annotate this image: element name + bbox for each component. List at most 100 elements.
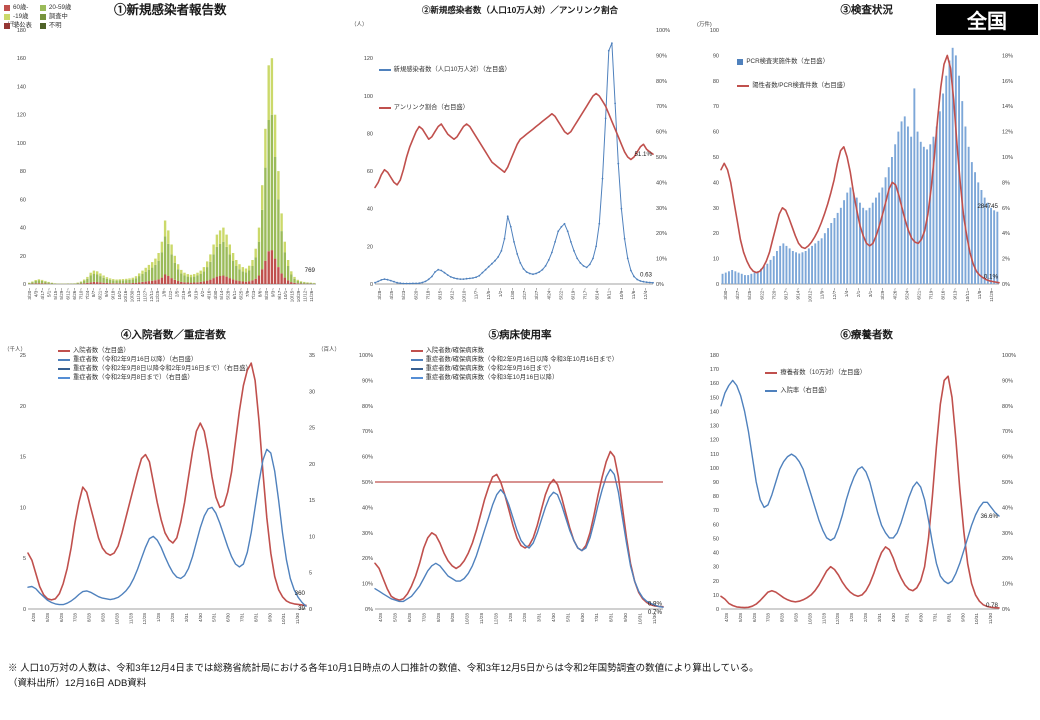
new-cases-per-100k-marker xyxy=(582,265,585,267)
pcr-tests-bar xyxy=(881,187,884,284)
legend-item: 非公表 xyxy=(4,22,32,30)
stacked-bar-segment xyxy=(280,213,283,231)
stacked-bar-segment xyxy=(44,280,47,282)
pcr-tests-bar xyxy=(958,75,961,284)
y-right-tick: 100% xyxy=(656,28,670,34)
y-right-tick: 6% xyxy=(1002,206,1010,212)
pcr-tests-bar xyxy=(878,192,881,284)
new-cases-per-100k-marker xyxy=(632,275,635,278)
x-tick: 3/31 xyxy=(877,613,882,622)
stacked-bar-segment xyxy=(163,220,167,237)
new-cases-per-100k-marker xyxy=(506,215,509,218)
new-cases-per-100k-marker xyxy=(440,269,442,272)
y-right-tick: 18% xyxy=(1002,53,1013,59)
pcr-tests-bar xyxy=(897,131,900,284)
x-tick: 8/28 xyxy=(435,613,440,622)
new-cases-per-100k-marker xyxy=(386,278,389,281)
chart5-canvas: 0% 10% 20% 30% 40% 50% 60% 70% 80% 90% 100% 4/28 5/2… xyxy=(359,353,664,625)
stacked-bar-segment xyxy=(212,278,215,284)
stacked-bar-segment xyxy=(112,283,115,284)
stacked-bar-segment xyxy=(238,281,241,284)
new-cases-per-100k-marker xyxy=(645,281,648,284)
y-left-tick: 50% xyxy=(362,480,373,486)
bed-usage-severe-line xyxy=(373,468,664,608)
stacked-bar-segment xyxy=(225,247,228,277)
legend-label: 不明 xyxy=(48,21,62,29)
stacked-bar-segment xyxy=(86,278,89,283)
pcr-tests-bar xyxy=(932,136,935,284)
pcr-tests-bar xyxy=(955,55,958,285)
x-tick: 12/7~ xyxy=(832,288,837,300)
y-right-tick: 40% xyxy=(656,180,667,186)
stacked-bar-segment xyxy=(293,278,296,283)
x-tick: 3/31 xyxy=(184,613,189,622)
chart2-canvas: 0 20 40 60 80 100 120 0% 10% 20% 30% 40% 50% 60% 70% 80… xyxy=(351,21,670,302)
x-tick: 11/28 xyxy=(822,613,827,625)
stacked-bar-segment xyxy=(170,254,173,279)
x-tick: 2/5~ xyxy=(174,288,179,297)
x-tick: 4/28 xyxy=(724,613,729,622)
stacked-bar-segment xyxy=(286,266,290,281)
stacked-bar-segment xyxy=(157,279,160,284)
stacked-bar-segment xyxy=(277,267,280,284)
stacked-bar-segment xyxy=(193,282,196,284)
x-tick: 2/1~ xyxy=(856,288,861,297)
stacked-bar-segment xyxy=(244,281,248,284)
x-tick: 12/5~ xyxy=(485,288,490,300)
chart5-wrap: 0% 10% 20% 30% 40% 50% 60% 70% 80% 90% 100% 4/28 5/2… xyxy=(349,343,692,653)
new-cases-per-100k-marker xyxy=(503,237,506,240)
stacked-bar-segment xyxy=(225,276,228,284)
stacked-bar-segment xyxy=(86,282,89,284)
stacked-bar-segment xyxy=(267,65,270,120)
legend-label: 入院者数（左目盛） xyxy=(73,347,130,354)
x-tick: 7/19~ xyxy=(929,288,934,300)
x-tick: 7/17~ xyxy=(582,288,587,300)
panel-c1: ①新規感染者報告数 0 20 40 60 80 100 120 140 160 180 （千人） 3/… xyxy=(2,3,345,328)
legend-label: 調査中 xyxy=(48,12,68,20)
stacked-bar-segment xyxy=(176,264,180,270)
y-left-tick: 40 xyxy=(367,207,373,213)
chart5-legend: 入院者数/確保病床数 重症者数/確保病床数（令和2年9月16日以降 令和3年10月… xyxy=(410,347,618,381)
stacked-bar-segment xyxy=(180,281,183,284)
pcr-tests-bar xyxy=(993,210,996,284)
stacked-bar-segment xyxy=(257,241,261,276)
new-cases-per-100k-marker xyxy=(421,281,423,284)
y-right-tick: 15 xyxy=(309,498,315,504)
pcr-tests-bar xyxy=(891,157,894,284)
y-left-tick: 90% xyxy=(362,378,373,384)
left-axis-unit: (万件) xyxy=(697,20,712,28)
stacked-bar-segment xyxy=(218,276,222,284)
x-tick: 7/31 xyxy=(239,613,244,622)
x-tick: 3/31 xyxy=(536,613,541,622)
x-tick: 6/28 xyxy=(407,613,412,622)
stacked-bar-segment xyxy=(128,278,131,280)
new-cases-per-100k-marker xyxy=(493,259,496,262)
pcr-tests-bar xyxy=(964,126,967,284)
new-cases-per-100k-marker xyxy=(601,177,604,180)
stacked-bar-segment xyxy=(209,279,212,284)
x-tick: 1/2~ xyxy=(498,288,503,297)
pcr-tests-bar xyxy=(721,273,724,284)
y-right-tick: 35 xyxy=(309,353,315,359)
data-label: 360 xyxy=(295,590,306,597)
stacked-bar-segment xyxy=(144,281,147,284)
y-right-tick: 80% xyxy=(656,79,667,85)
pcr-tests-bar xyxy=(920,141,923,284)
legend-label: 新規感染者数（人口10万人対）（左目盛） xyxy=(393,66,511,73)
legend-swatch xyxy=(39,13,46,20)
x-tick: 5/22~ xyxy=(558,288,563,300)
stacked-bar-segment xyxy=(186,282,189,284)
new-cases-per-100k-marker xyxy=(484,268,487,271)
stacked-bar-segment xyxy=(193,274,196,277)
stacked-bar-segment xyxy=(160,252,164,278)
stacked-bar-segment xyxy=(189,277,193,283)
stacked-bar-segment xyxy=(218,230,222,244)
x-tick: 11/7~ xyxy=(473,288,478,300)
x-tick: 7/24~ xyxy=(85,288,90,300)
new-cases-per-100k-marker xyxy=(376,280,379,283)
footer: ※ 人口10万対の人数は、令和3年12月4日までは総務省統計局における各年10月… xyxy=(0,653,1040,691)
x-tick: 11/30 xyxy=(295,613,300,625)
y-left-tick: 60 xyxy=(713,522,719,528)
pcr-tests-bar xyxy=(779,245,782,284)
stacked-bar-segment xyxy=(235,266,238,281)
